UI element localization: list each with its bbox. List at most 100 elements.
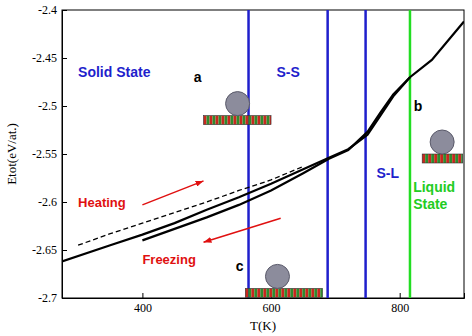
substrate-stripe [267,116,270,125]
tick: 400 [134,293,152,315]
substrate-stripe [261,116,264,125]
substrate-stripe [258,116,261,125]
substrate-stripe [264,116,267,125]
tick: -2.4 [38,3,67,17]
series-line [142,77,410,240]
cluster [226,92,250,116]
series-line [62,22,464,262]
tick-mark [62,58,67,59]
annotation: a [194,69,202,85]
tick: -2.65 [32,243,67,257]
cluster [265,264,289,288]
tick-mark [62,154,67,155]
tick: -2.5 [38,99,67,113]
y-axis-title: Etot(eV/at.) [4,123,19,185]
x-axis-title: T(K) [250,318,276,333]
plot: 400 600 800 -2.7 -2.65 -2.6 -2.55 -2.5 -2.45 -2.4… [4,3,465,333]
tick: -2.55 [32,147,67,161]
series-line [78,166,303,245]
tick-mark [142,293,143,298]
substrate [204,116,272,125]
substrate-stripe [458,154,461,163]
transition-line [409,10,412,298]
substrate-stripe [231,116,234,125]
substrate-stripe [320,288,322,297]
substrate-stripe [434,154,437,163]
tick-label: -2.45 [32,51,57,65]
substrate-stripe [249,116,252,125]
tick-label: -2.5 [38,99,57,113]
tick-mark [62,250,67,251]
annotation: b [414,98,423,114]
tick-mark [62,10,67,11]
substrate-stripe [437,154,440,163]
substrate-stripe [245,288,248,297]
transition-line [364,10,367,298]
tick-mark [62,106,67,107]
cluster [430,130,454,154]
tick-label: 600 [263,301,281,315]
tick-label: -2.65 [32,243,57,257]
tick-label: -2.55 [32,147,57,161]
y-axis: -2.7 -2.65 -2.6 -2.55 -2.5 -2.45 -2.4 [32,3,67,305]
tick-mark [400,293,401,298]
substrate-stripe [449,154,452,163]
substrate-stripe [248,288,251,297]
tick-label: 800 [391,301,409,315]
inset [204,92,272,125]
substrate-stripe [452,154,455,163]
substrate-stripe [210,116,213,125]
substrate-stripe [257,288,260,297]
substrate-stripe [222,116,225,125]
substrate-stripe [240,116,243,125]
tick-label: -2.7 [38,291,57,305]
substrate-stripe [251,288,254,297]
substrate-stripe [228,116,231,125]
substrate-stripe [287,288,290,297]
substrate-stripe [246,116,249,125]
substrate-stripe [455,154,458,163]
substrate-stripe [237,116,240,125]
substrate-stripe [272,288,275,297]
substrate-stripe [207,116,210,125]
marks [62,10,464,298]
annotation: c [236,258,244,274]
tick: -2.45 [32,51,67,65]
substrate-stripe [422,154,425,163]
substrate-stripe [308,288,311,297]
tick-label: -2.4 [38,3,57,17]
substrate-stripe [431,154,434,163]
transition-line [326,10,329,298]
substrate [422,154,463,163]
substrate-stripe [252,116,255,125]
substrate-stripe [278,288,281,297]
annotation: Freezing [142,252,196,267]
substrate-stripe [204,116,207,125]
chart: 400 600 800 -2.7 -2.65 -2.6 -2.55 -2.5 -2.45 -2.4… [0,0,472,336]
tick-mark [62,202,67,203]
tick-label: -2.6 [38,195,57,209]
substrate-stripe [275,288,278,297]
substrate-stripe [425,154,428,163]
substrate-stripe [290,288,293,297]
substrate-stripe [266,288,269,297]
substrate-stripe [311,288,314,297]
arrow [204,218,281,242]
tick: -2.7 [38,291,67,305]
substrate-stripe [296,288,299,297]
substrate-stripe [302,288,305,297]
transition-line [247,10,250,298]
substrate [245,288,322,297]
insets [204,92,463,298]
tick-label: 400 [134,301,152,315]
substrate-stripe [305,288,308,297]
substrate-stripe [216,116,219,125]
substrate-stripe [443,154,446,163]
substrate-stripe [299,288,302,297]
substrate-stripe [225,116,228,125]
substrate-stripe [255,116,258,125]
inset [245,264,322,297]
annotation: S-S [276,64,299,80]
substrate-stripe [284,288,287,297]
substrate-stripe [269,288,272,297]
